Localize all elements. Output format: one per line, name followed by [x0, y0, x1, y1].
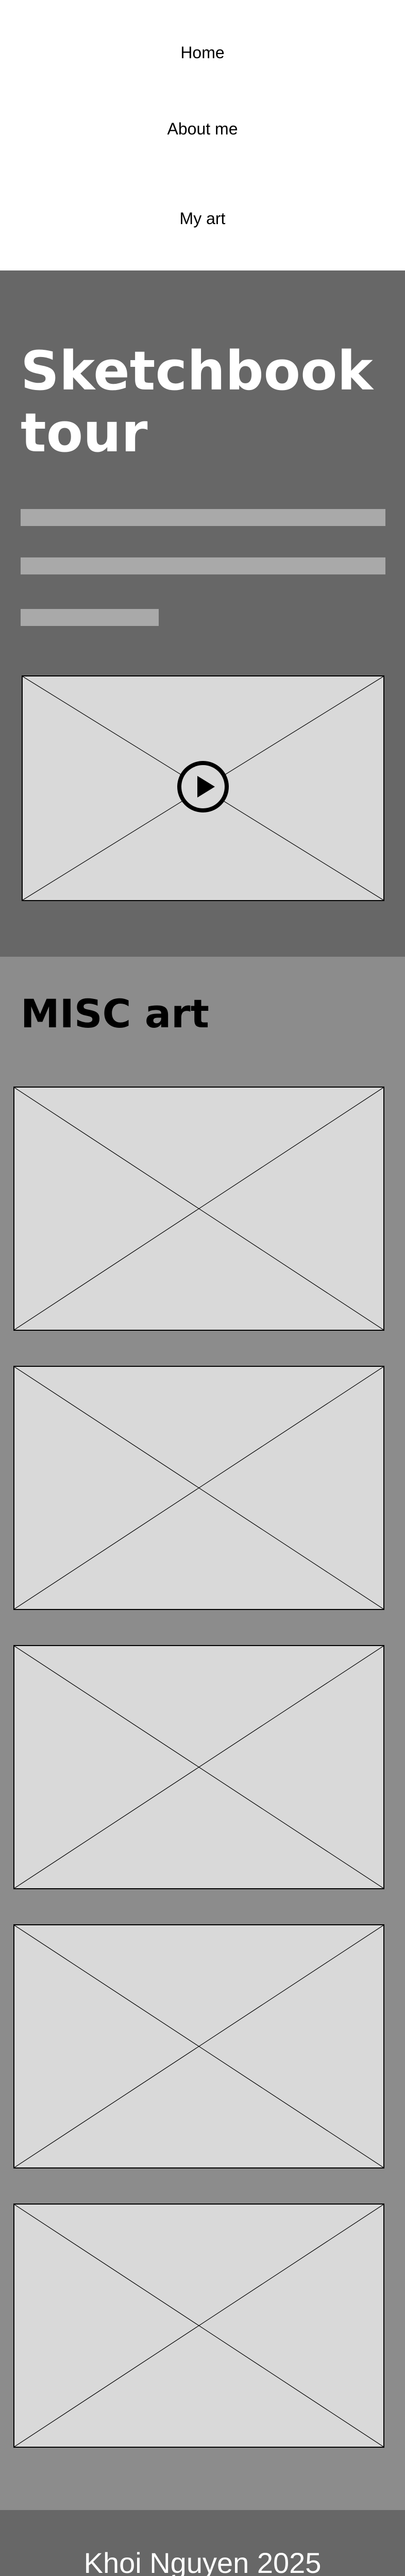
nav-link-about-me[interactable]: About me	[167, 120, 238, 138]
text-placeholder-line-2	[21, 557, 385, 574]
misc-art-section: MISC art	[0, 957, 405, 2510]
art-image-placeholder[interactable]	[13, 1087, 384, 1331]
video-placeholder[interactable]	[22, 675, 384, 901]
art-image-placeholder[interactable]	[13, 2204, 384, 2448]
art-image-placeholder[interactable]	[13, 1645, 384, 1889]
play-icon	[177, 761, 229, 812]
art-image-placeholder[interactable]	[13, 1366, 384, 1610]
nav-link-my-art[interactable]: My art	[179, 209, 226, 228]
art-image-placeholder[interactable]	[13, 1924, 384, 2168]
footer: Khoi Nguyen 2025	[0, 2510, 405, 2576]
image-placeholder-cross	[14, 1088, 383, 1330]
text-placeholder-line-1	[21, 509, 385, 526]
text-placeholder-line-3	[21, 609, 159, 626]
misc-art-title: MISC art	[21, 991, 209, 1037]
top-nav: Home About me My art	[0, 0, 405, 270]
image-placeholder-cross	[14, 1367, 383, 1609]
sketchbook-tour-title: Sketchbook tour	[21, 340, 373, 464]
sketchbook-tour-section: Sketchbook tour	[0, 270, 405, 957]
footer-credit: Khoi Nguyen 2025	[83, 2547, 322, 2576]
nav-link-home[interactable]: Home	[180, 43, 225, 62]
image-placeholder-cross	[14, 1925, 383, 2167]
image-placeholder-cross	[14, 1646, 383, 1888]
image-placeholder-cross	[14, 2205, 383, 2447]
play-button[interactable]	[177, 760, 229, 813]
